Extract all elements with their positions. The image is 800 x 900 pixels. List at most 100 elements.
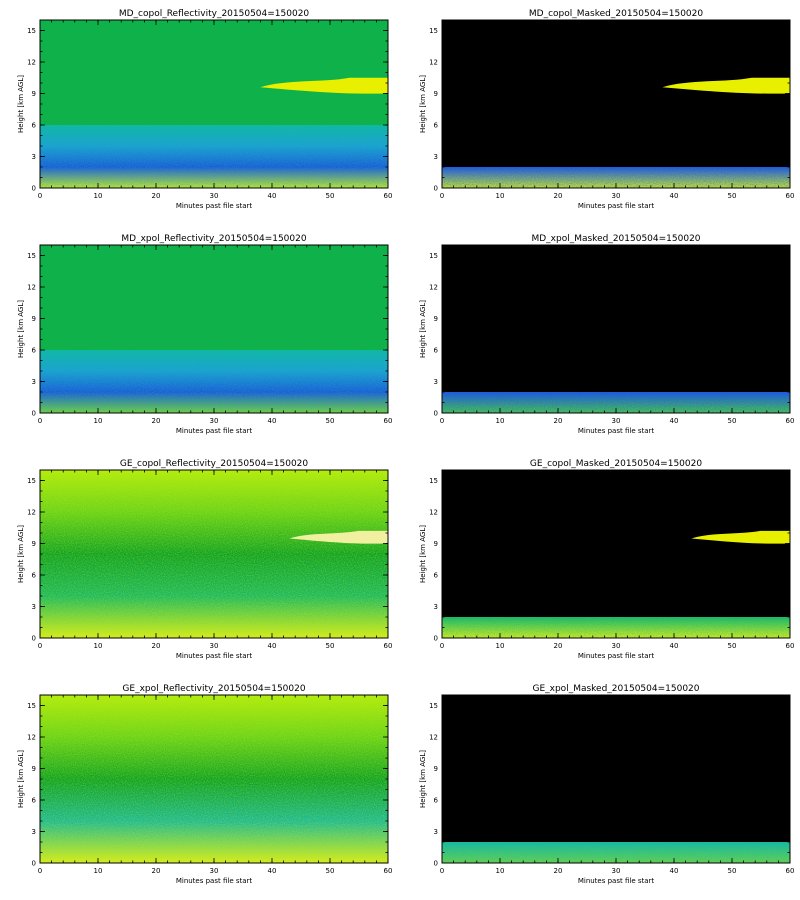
x-tick-label: 40: [268, 192, 277, 200]
y-tick-label: 15: [27, 702, 36, 710]
x-tick-label: 20: [554, 417, 563, 425]
y-tick-label: 0: [32, 635, 36, 643]
x-tick-label: 50: [326, 192, 335, 200]
y-tick-label: 6: [32, 122, 37, 130]
y-tick-label: 6: [434, 347, 439, 355]
x-axis-label: Minutes past file start: [176, 652, 253, 660]
y-tick-label: 3: [434, 603, 438, 611]
x-axis-label: Minutes past file start: [578, 652, 655, 660]
y-tick-label: 12: [27, 509, 36, 517]
x-tick-label: 10: [496, 642, 505, 650]
x-tick-label: 60: [384, 642, 393, 650]
x-tick-label: 50: [326, 642, 335, 650]
y-tick-label: 9: [32, 540, 36, 548]
y-axis-label: Height [km AGL]: [419, 300, 427, 358]
x-tick-label: 50: [728, 867, 737, 875]
y-tick-label: 15: [429, 27, 438, 35]
x-tick-label: 30: [612, 192, 621, 200]
x-tick-label: 60: [786, 642, 795, 650]
x-tick-label: 0: [38, 417, 42, 425]
x-tick-label: 10: [94, 867, 103, 875]
x-tick-label: 30: [612, 642, 621, 650]
y-tick-label: 3: [434, 828, 438, 836]
y-tick-label: 3: [32, 603, 36, 611]
y-tick-label: 12: [27, 284, 36, 292]
reflectivity-speckle: [442, 167, 790, 188]
y-tick-label: 6: [32, 797, 37, 805]
panel-title: MD_copol_Masked_20150504=150020: [529, 9, 703, 19]
y-tick-label: 9: [434, 90, 438, 98]
x-axis-label: Minutes past file start: [578, 202, 655, 210]
x-tick-label: 20: [152, 192, 161, 200]
x-tick-label: 0: [38, 192, 42, 200]
y-tick-label: 15: [27, 252, 36, 260]
x-axis-label: Minutes past file start: [176, 427, 253, 435]
x-tick-label: 10: [94, 192, 103, 200]
y-axis-label: Height [km AGL]: [419, 525, 427, 583]
cloud-layer: [289, 530, 388, 544]
x-axis-label: Minutes past file start: [176, 877, 253, 885]
reflectivity-speckle: [40, 470, 388, 638]
x-tick-label: 30: [210, 192, 219, 200]
x-tick-label: 10: [94, 417, 103, 425]
y-tick-label: 6: [434, 122, 439, 130]
x-tick-label: 50: [728, 642, 737, 650]
x-tick-label: 20: [554, 642, 563, 650]
y-tick-label: 0: [32, 410, 36, 418]
x-tick-label: 30: [210, 417, 219, 425]
y-tick-label: 9: [434, 765, 438, 773]
x-tick-label: 0: [38, 642, 42, 650]
x-tick-label: 60: [786, 192, 795, 200]
radar-panel: GE_xpol_Reflectivity_20150504=150020 0 10 2…: [17, 684, 392, 885]
panel-background: [442, 695, 790, 863]
x-tick-label: 20: [554, 867, 563, 875]
y-tick-label: 0: [32, 185, 36, 193]
y-axis-label: Height [km AGL]: [17, 750, 25, 808]
panel-title: GE_xpol_Masked_20150504=150020: [532, 684, 699, 694]
x-tick-label: 30: [612, 417, 621, 425]
y-tick-label: 0: [434, 410, 438, 418]
x-tick-label: 30: [210, 867, 219, 875]
cloud-layer: [662, 77, 790, 94]
y-tick-label: 0: [32, 860, 36, 868]
y-tick-label: 15: [429, 477, 438, 485]
y-axis-label: Height [km AGL]: [419, 750, 427, 808]
x-tick-label: 50: [326, 867, 335, 875]
y-tick-label: 0: [434, 635, 438, 643]
y-tick-label: 6: [434, 572, 439, 580]
y-tick-label: 15: [429, 252, 438, 260]
x-axis-label: Minutes past file start: [578, 427, 655, 435]
x-tick-label: 60: [384, 192, 393, 200]
y-axis-label: Height [km AGL]: [17, 300, 25, 358]
y-tick-label: 12: [27, 734, 36, 742]
x-tick-label: 50: [326, 417, 335, 425]
x-tick-label: 10: [496, 192, 505, 200]
y-tick-label: 15: [27, 477, 36, 485]
x-tick-label: 60: [786, 867, 795, 875]
y-tick-label: 12: [429, 509, 438, 517]
y-tick-label: 6: [32, 347, 37, 355]
x-tick-label: 30: [210, 642, 219, 650]
x-axis-label: Minutes past file start: [176, 202, 253, 210]
y-tick-label: 9: [434, 540, 438, 548]
y-tick-label: 6: [32, 572, 37, 580]
panel-background: [442, 245, 790, 413]
y-tick-label: 12: [429, 59, 438, 67]
x-tick-label: 50: [728, 192, 737, 200]
radar-panel: GE_copol_Reflectivity_20150504=150020 0 10…: [17, 459, 392, 660]
y-tick-label: 12: [429, 284, 438, 292]
reflectivity-speckle: [40, 125, 388, 188]
panel-background: [442, 470, 790, 638]
x-tick-label: 40: [268, 867, 277, 875]
x-tick-label: 0: [440, 417, 444, 425]
y-axis-label: Height [km AGL]: [17, 525, 25, 583]
radar-panel: MD_xpol_Reflectivity_20150504=150020 0 10 2…: [17, 234, 392, 435]
panel-title: GE_copol_Masked_20150504=150020: [530, 459, 702, 469]
y-tick-label: 12: [27, 59, 36, 67]
cloud-layer: [260, 77, 388, 94]
reflectivity-speckle: [442, 392, 790, 413]
y-tick-label: 3: [32, 378, 36, 386]
